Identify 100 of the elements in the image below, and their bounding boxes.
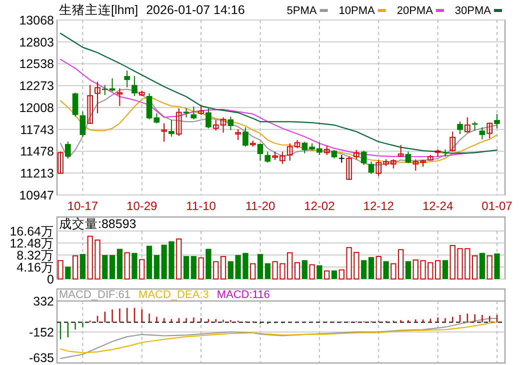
bar — [398, 249, 404, 280]
candlestick — [479, 126, 486, 140]
candlestick — [206, 108, 212, 129]
legend-label: 30PMA — [454, 5, 492, 17]
x-tick-label: 12-12 — [363, 199, 394, 213]
y-tick-label: 12008 — [19, 100, 54, 115]
bar — [220, 256, 226, 280]
bar — [316, 265, 322, 279]
bar — [116, 248, 122, 279]
y-tick-label: 11213 — [20, 166, 54, 181]
candlestick — [58, 151, 64, 174]
legend-label: 20PMA — [396, 5, 434, 17]
candlestick — [264, 151, 271, 164]
x-tick-label: 12-24 — [422, 199, 454, 213]
candlestick — [257, 142, 264, 162]
bar — [250, 263, 256, 280]
y-tick-label: 10947 — [19, 188, 54, 202]
candlestick — [65, 141, 71, 158]
y-tick-label: -152 — [28, 326, 54, 340]
bar — [302, 260, 308, 279]
candlestick — [87, 84, 93, 124]
bar — [368, 257, 374, 279]
candlestick — [80, 111, 86, 138]
y-tick-label: 8.32万 — [16, 248, 54, 262]
candlestick — [494, 113, 500, 129]
bar — [376, 256, 382, 280]
bar — [124, 252, 130, 280]
chart-title: 生猪主连[lhm] — [59, 2, 138, 17]
bar — [390, 263, 396, 280]
bar — [294, 262, 300, 280]
chart-title: 成交量:88593 — [59, 216, 136, 231]
y-tick-label: 4.16万 — [16, 260, 54, 274]
bar — [206, 248, 212, 279]
bar — [494, 253, 500, 279]
x-tick-label: 10-17 — [67, 199, 98, 213]
bar — [361, 260, 367, 279]
x-tick-label: 11-10 — [186, 199, 216, 213]
bar — [331, 270, 338, 279]
y-tick-label: 332 — [33, 294, 54, 308]
bar — [486, 255, 492, 280]
y-tick-label: 12.48万 — [10, 236, 54, 250]
candlestick — [176, 108, 182, 137]
candlestick — [405, 151, 412, 164]
candlestick — [235, 128, 241, 140]
candlestick — [360, 150, 367, 166]
candlestick — [190, 106, 197, 120]
candlestick — [198, 104, 204, 116]
candlestick — [398, 144, 404, 158]
candlestick — [161, 122, 167, 142]
candlestick — [72, 92, 78, 118]
bar — [435, 260, 441, 280]
bar — [213, 261, 219, 280]
bar — [65, 266, 71, 279]
bar — [154, 255, 160, 279]
line-series — [60, 32, 498, 154]
candlestick — [450, 131, 456, 152]
bar — [257, 254, 264, 279]
y-tick-label: 13068 — [19, 14, 54, 28]
y-tick-label: 12803 — [19, 35, 54, 50]
y-tick-label: -635 — [28, 351, 54, 365]
candlestick — [346, 156, 352, 180]
text: MACD_DEA:3 — [138, 289, 209, 301]
bar — [183, 256, 190, 279]
candlestick — [124, 70, 130, 88]
candlestick — [242, 126, 248, 148]
bar — [324, 270, 330, 280]
candlestick — [486, 122, 492, 139]
bar — [109, 255, 116, 279]
bar — [309, 264, 315, 280]
candlestick — [168, 120, 174, 138]
bar — [146, 246, 152, 279]
legend-label: 10PMA — [338, 5, 376, 17]
candlestick — [94, 81, 100, 114]
series-label: MACD:116 — [216, 289, 270, 301]
bar — [72, 255, 78, 280]
bar — [190, 256, 196, 279]
x-tick-label: 10-29 — [126, 199, 158, 213]
legend-label: 5PMA — [286, 5, 318, 17]
bar — [287, 252, 293, 280]
candlestick — [368, 161, 374, 174]
chart-subtitle: 2026-01-07 14:16 — [146, 3, 245, 17]
candlestick — [464, 116, 470, 134]
candlestick — [146, 92, 152, 120]
y-tick-label: 0 — [47, 272, 54, 286]
x-tick-label: 01-07 — [482, 199, 513, 213]
bar — [264, 263, 270, 279]
candlestick — [116, 88, 123, 106]
bar — [228, 261, 234, 279]
y-tick-label: 11478 — [20, 144, 54, 159]
bar — [80, 254, 86, 279]
y-tick-label: 11743 — [20, 122, 54, 137]
bar — [102, 255, 108, 279]
candlestick — [354, 150, 360, 160]
bar — [198, 257, 204, 280]
text: MACD_DIF:61 — [59, 289, 131, 301]
bar — [383, 261, 389, 279]
candlestick — [228, 116, 234, 130]
x-tick-label: 11-20 — [245, 199, 276, 213]
y-tick-label: 12273 — [19, 79, 54, 94]
y-tick-label: 16.64万 — [10, 224, 54, 238]
